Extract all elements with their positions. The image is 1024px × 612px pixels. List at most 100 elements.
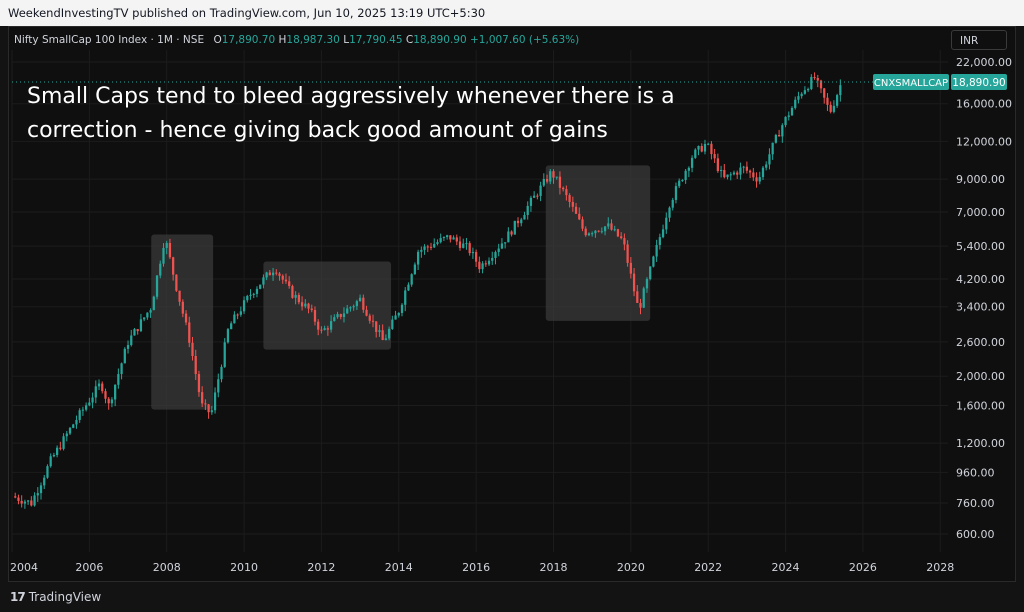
candle[interactable]	[346, 308, 349, 314]
candle[interactable]	[771, 142, 774, 155]
candle[interactable]	[439, 238, 442, 243]
candle[interactable]	[210, 410, 213, 413]
candle[interactable]	[62, 436, 65, 449]
symbol-tag-box[interactable]	[873, 73, 949, 90]
candle[interactable]	[636, 291, 639, 303]
candle[interactable]	[678, 180, 681, 187]
candle[interactable]	[43, 477, 46, 486]
candle[interactable]	[249, 294, 252, 297]
candle[interactable]	[117, 374, 120, 385]
candle[interactable]	[491, 257, 494, 261]
footer-brand[interactable]: TradingView	[28, 590, 102, 604]
candle[interactable]	[536, 195, 539, 197]
candle[interactable]	[777, 134, 781, 137]
candle[interactable]	[313, 310, 317, 322]
candle[interactable]	[326, 328, 329, 330]
candle[interactable]	[255, 288, 259, 294]
candle[interactable]	[797, 96, 800, 100]
candle[interactable]	[497, 248, 500, 253]
candle[interactable]	[761, 167, 765, 178]
candle[interactable]	[574, 206, 578, 214]
candle[interactable]	[533, 195, 536, 198]
candle[interactable]	[462, 243, 465, 248]
candle[interactable]	[420, 249, 423, 252]
candle[interactable]	[487, 260, 491, 265]
candle[interactable]	[94, 386, 97, 398]
candle[interactable]	[600, 231, 603, 233]
candle[interactable]	[136, 329, 139, 332]
candle[interactable]	[649, 266, 652, 280]
candle[interactable]	[629, 262, 632, 274]
candle[interactable]	[813, 77, 816, 79]
candle[interactable]	[500, 243, 504, 249]
candle[interactable]	[168, 242, 172, 258]
candle[interactable]	[429, 246, 433, 248]
candle[interactable]	[616, 229, 620, 237]
candle[interactable]	[529, 197, 533, 206]
candle[interactable]	[262, 277, 265, 285]
candle[interactable]	[110, 399, 114, 404]
candle[interactable]	[85, 405, 88, 410]
candle[interactable]	[803, 90, 807, 94]
candle[interactable]	[558, 176, 562, 188]
candle[interactable]	[333, 317, 336, 322]
candle[interactable]	[645, 279, 649, 289]
candle[interactable]	[661, 229, 665, 238]
candle[interactable]	[552, 171, 555, 178]
candle[interactable]	[681, 179, 684, 181]
candle[interactable]	[694, 149, 697, 158]
candle[interactable]	[723, 169, 726, 178]
candle[interactable]	[339, 314, 342, 318]
candle[interactable]	[391, 319, 394, 329]
candle[interactable]	[101, 383, 104, 392]
candle[interactable]	[291, 286, 294, 298]
candle[interactable]	[375, 321, 378, 332]
candle[interactable]	[707, 143, 710, 145]
candle[interactable]	[729, 174, 732, 176]
candle[interactable]	[784, 116, 787, 126]
candle[interactable]	[307, 303, 310, 309]
candle[interactable]	[120, 363, 123, 375]
candle[interactable]	[133, 329, 136, 336]
candle[interactable]	[835, 95, 839, 106]
candle[interactable]	[236, 314, 239, 316]
candle[interactable]	[284, 279, 288, 282]
candle[interactable]	[368, 315, 371, 321]
candle[interactable]	[188, 322, 191, 343]
candle[interactable]	[819, 80, 823, 89]
candle[interactable]	[355, 301, 359, 307]
candle[interactable]	[603, 226, 607, 232]
candle[interactable]	[768, 154, 771, 165]
candle[interactable]	[504, 242, 507, 244]
candle[interactable]	[620, 236, 623, 239]
candle[interactable]	[52, 454, 56, 457]
candle[interactable]	[65, 433, 68, 437]
candle[interactable]	[271, 272, 275, 276]
candle[interactable]	[207, 404, 210, 413]
candle[interactable]	[523, 214, 526, 220]
candle[interactable]	[323, 328, 326, 330]
candle[interactable]	[310, 308, 313, 311]
last-price-tag-box[interactable]	[951, 73, 1007, 90]
candle[interactable]	[252, 293, 255, 295]
candle[interactable]	[49, 456, 52, 467]
candle[interactable]	[152, 296, 155, 311]
candle[interactable]	[104, 391, 107, 399]
candle[interactable]	[781, 125, 784, 137]
candle[interactable]	[410, 274, 413, 285]
candle[interactable]	[452, 237, 455, 240]
candle[interactable]	[55, 447, 59, 455]
candle[interactable]	[445, 235, 449, 238]
candle[interactable]	[233, 314, 236, 324]
candle[interactable]	[542, 178, 545, 186]
candle[interactable]	[732, 172, 736, 175]
candle[interactable]	[416, 251, 420, 265]
candle[interactable]	[184, 313, 188, 323]
candle[interactable]	[404, 290, 407, 305]
candle[interactable]	[578, 213, 581, 220]
candle[interactable]	[165, 242, 168, 248]
candle[interactable]	[745, 166, 749, 171]
candle[interactable]	[832, 105, 836, 112]
candle[interactable]	[365, 309, 368, 316]
candle[interactable]	[742, 166, 745, 168]
